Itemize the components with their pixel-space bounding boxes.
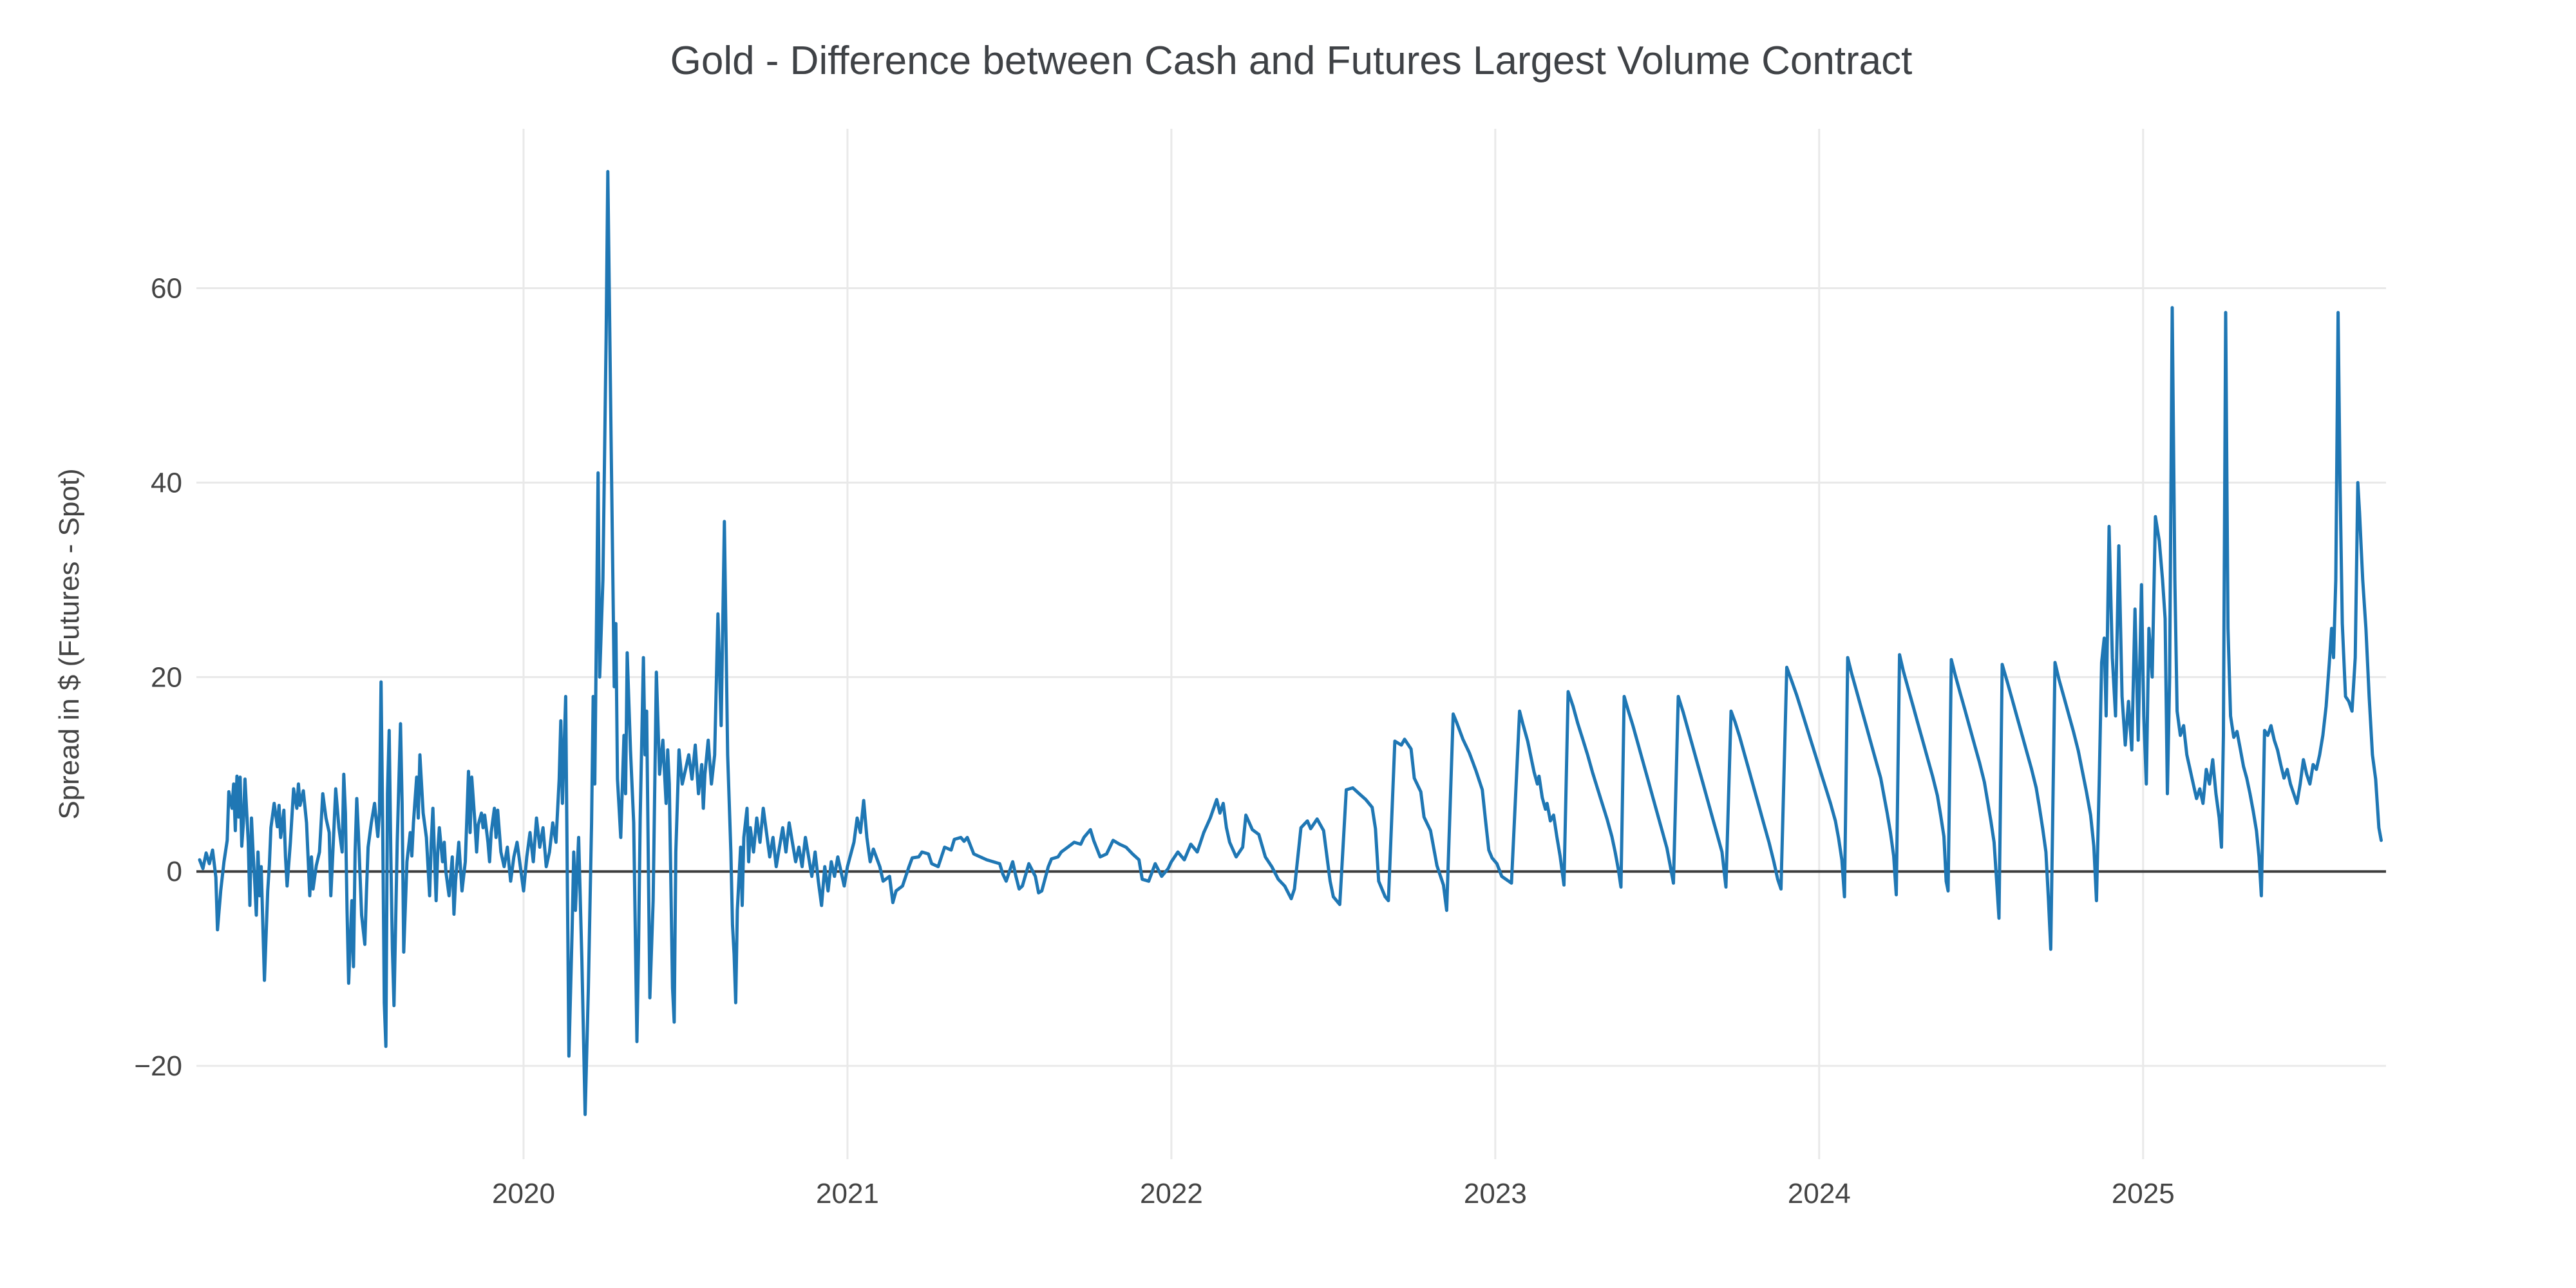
y-tick-labels: −20 0 20 40 60: [134, 273, 182, 1083]
x-tick-labels: 2020 2021 2022 2023 2024 2025: [492, 1178, 2175, 1209]
x-tick-label: 2025: [2112, 1178, 2175, 1209]
x-tick-label: 2020: [492, 1178, 555, 1209]
x-tick-label: 2024: [1788, 1178, 1851, 1209]
x-tick-label: 2021: [816, 1178, 879, 1209]
y-gridlines: [196, 287, 2386, 1067]
spread-line-series[interactable]: [198, 169, 2383, 1117]
y-axis-title: Spread in $ (Futures - Spot): [53, 468, 85, 819]
chart-title: Gold - Difference between Cash and Futur…: [670, 39, 1913, 83]
y-tick-label: 20: [151, 661, 182, 693]
y-tick-label: −20: [134, 1050, 182, 1082]
plot-area[interactable]: [196, 129, 2386, 1159]
y-tick-label: 0: [167, 856, 182, 887]
x-tick-label: 2023: [1464, 1178, 1527, 1209]
x-tick-label: 2022: [1140, 1178, 1203, 1209]
y-tick-label: 60: [151, 273, 182, 305]
y-tick-label: 40: [151, 467, 182, 498]
